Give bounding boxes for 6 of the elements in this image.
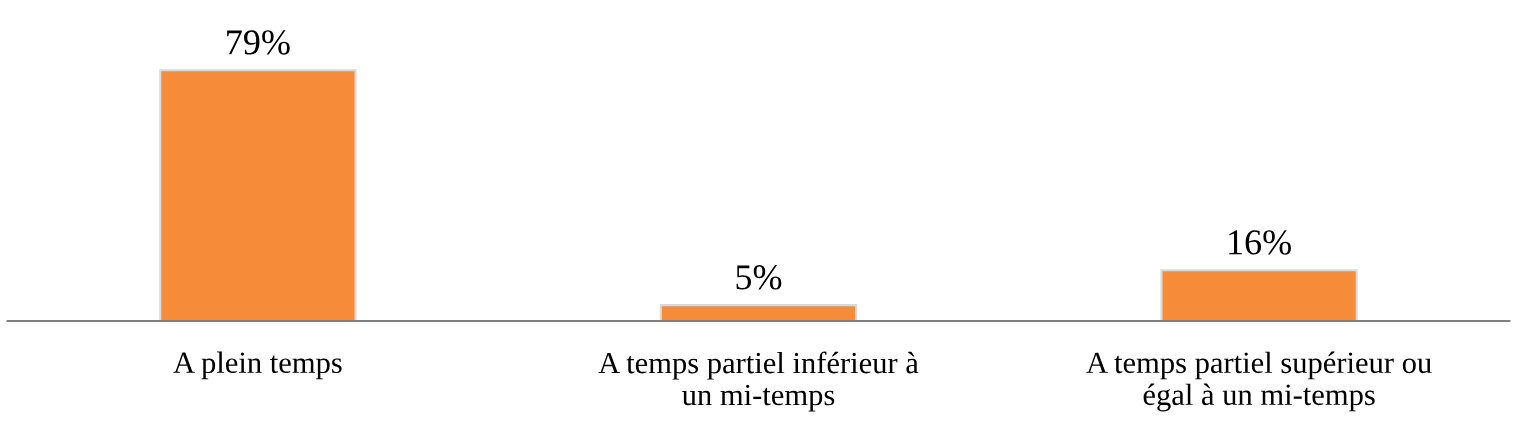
data-label: 16%: [1229, 230, 1291, 255]
x-tick-label: A temps partiel inférieur à un mi-temps: [598, 351, 919, 412]
data-label: 79%: [227, 30, 290, 55]
x-tick-label: A plein temps: [173, 351, 342, 380]
data-label: 5%: [736, 265, 782, 290]
x-tick-label: A temps partiel supérieur ou égal à un mi-temps: [1086, 351, 1432, 412]
